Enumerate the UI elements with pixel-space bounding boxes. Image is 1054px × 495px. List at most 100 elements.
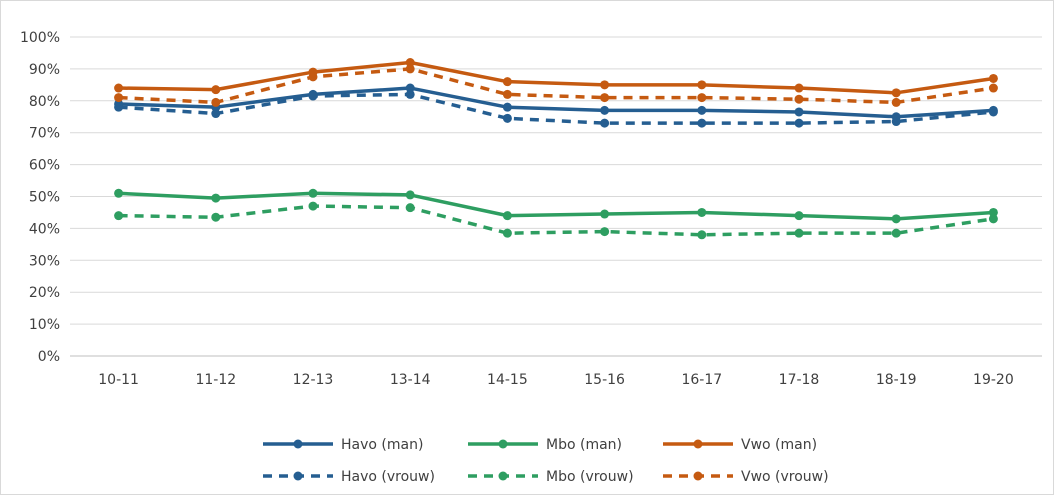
x-tick-label: 13-14 bbox=[390, 372, 431, 388]
data-point bbox=[697, 105, 707, 115]
y-tick-label: 30% bbox=[29, 253, 60, 269]
data-point bbox=[697, 207, 707, 217]
data-point bbox=[114, 93, 124, 103]
data-point bbox=[405, 203, 415, 213]
legend: Havo (man) Mbo (man) Vwo (man) Havo (vrouw)… bbox=[263, 437, 829, 485]
series-line bbox=[116, 60, 996, 95]
series-mbo-vrouw bbox=[114, 201, 998, 240]
data-point bbox=[405, 190, 415, 200]
data-point bbox=[794, 118, 804, 128]
data-point bbox=[988, 73, 998, 83]
data-point bbox=[600, 105, 610, 115]
series-vwo-vrouw bbox=[114, 64, 998, 107]
legend-label: Mbo (vrouw) bbox=[546, 469, 634, 485]
data-point bbox=[114, 102, 124, 112]
data-point bbox=[891, 117, 901, 127]
data-point bbox=[308, 188, 318, 198]
legend-swatch-marker bbox=[293, 439, 303, 449]
data-point bbox=[405, 64, 415, 74]
legend-item: Vwo (man) bbox=[663, 437, 817, 453]
x-tick-label: 16-17 bbox=[681, 372, 722, 388]
data-point bbox=[600, 80, 610, 90]
x-tick-label: 18-19 bbox=[876, 372, 917, 388]
data-point bbox=[308, 91, 318, 101]
data-point bbox=[891, 228, 901, 238]
legend-item: Vwo (vrouw) bbox=[663, 469, 829, 485]
data-point bbox=[600, 93, 610, 103]
legend-swatch-marker bbox=[693, 471, 703, 481]
series-line bbox=[118, 204, 994, 237]
data-point bbox=[114, 188, 124, 198]
data-point bbox=[891, 214, 901, 224]
y-tick-label: 10% bbox=[29, 317, 60, 333]
x-tick-label: 15-16 bbox=[584, 372, 625, 388]
data-point bbox=[308, 72, 318, 82]
data-point bbox=[794, 107, 804, 117]
data-point bbox=[308, 201, 318, 211]
data-point bbox=[988, 107, 998, 117]
legend-label: Havo (vrouw) bbox=[341, 469, 435, 485]
y-tick-label: 50% bbox=[29, 190, 60, 206]
legend-label: Vwo (man) bbox=[741, 437, 817, 453]
data-point bbox=[988, 207, 998, 217]
data-point bbox=[502, 77, 512, 87]
y-tick-label: 40% bbox=[29, 221, 60, 237]
data-point bbox=[697, 80, 707, 90]
data-point bbox=[211, 109, 221, 119]
x-tick-label: 17-18 bbox=[779, 372, 820, 388]
data-point bbox=[794, 94, 804, 104]
data-point bbox=[988, 83, 998, 93]
y-tick-label: 60% bbox=[29, 158, 60, 174]
data-point bbox=[600, 227, 610, 237]
legend-swatch-marker bbox=[498, 439, 508, 449]
legend-item: Mbo (man) bbox=[468, 437, 622, 453]
y-tick-label: 90% bbox=[29, 62, 60, 78]
y-tick-label: 0% bbox=[38, 349, 60, 365]
y-tick-label: 80% bbox=[29, 94, 60, 110]
series-line bbox=[118, 92, 994, 125]
x-axis: 10-11 11-12 12-13 13-14 14-15 15-16 16-17 17-18… bbox=[98, 372, 1013, 388]
data-point bbox=[502, 228, 512, 238]
data-point bbox=[211, 193, 221, 203]
legend-item: Havo (man) bbox=[263, 437, 423, 453]
data-point bbox=[114, 83, 124, 93]
data-point bbox=[211, 97, 221, 107]
y-tick-label: 20% bbox=[29, 285, 60, 301]
y-tick-label: 70% bbox=[29, 126, 60, 142]
gridlines bbox=[70, 36, 1042, 357]
data-point bbox=[405, 58, 415, 68]
data-point bbox=[405, 83, 415, 93]
data-point bbox=[600, 118, 610, 128]
legend-swatch-marker bbox=[498, 471, 508, 481]
x-tick-label: 12-13 bbox=[293, 372, 334, 388]
series-havo-vrouw bbox=[114, 89, 998, 128]
data-point bbox=[600, 209, 610, 219]
series-group bbox=[114, 58, 998, 240]
series-vwo-man bbox=[114, 58, 998, 98]
legend-item: Mbo (vrouw) bbox=[468, 469, 634, 485]
series-line bbox=[116, 86, 996, 119]
data-point bbox=[502, 113, 512, 123]
series-line bbox=[118, 67, 994, 105]
legend-label: Vwo (vrouw) bbox=[741, 469, 829, 485]
series-line bbox=[116, 191, 996, 221]
y-axis: 0% 10% 20% 30% 40% 50% 60% 70% 80% 90% 100% bbox=[20, 30, 60, 365]
y-tick-label: 100% bbox=[20, 30, 60, 46]
data-point bbox=[891, 88, 901, 98]
x-tick-label: 14-15 bbox=[487, 372, 528, 388]
data-point bbox=[211, 212, 221, 222]
data-point bbox=[502, 211, 512, 221]
data-point bbox=[891, 97, 901, 107]
x-tick-label: 10-11 bbox=[98, 372, 139, 388]
legend-label: Havo (man) bbox=[341, 437, 423, 453]
data-point bbox=[114, 211, 124, 221]
legend-swatch-marker bbox=[293, 471, 303, 481]
data-point bbox=[794, 83, 804, 93]
data-point bbox=[697, 230, 707, 240]
data-point bbox=[405, 89, 415, 99]
legend-label: Mbo (man) bbox=[546, 437, 622, 453]
data-point bbox=[988, 214, 998, 224]
data-point bbox=[794, 211, 804, 221]
x-tick-label: 11-12 bbox=[195, 372, 236, 388]
